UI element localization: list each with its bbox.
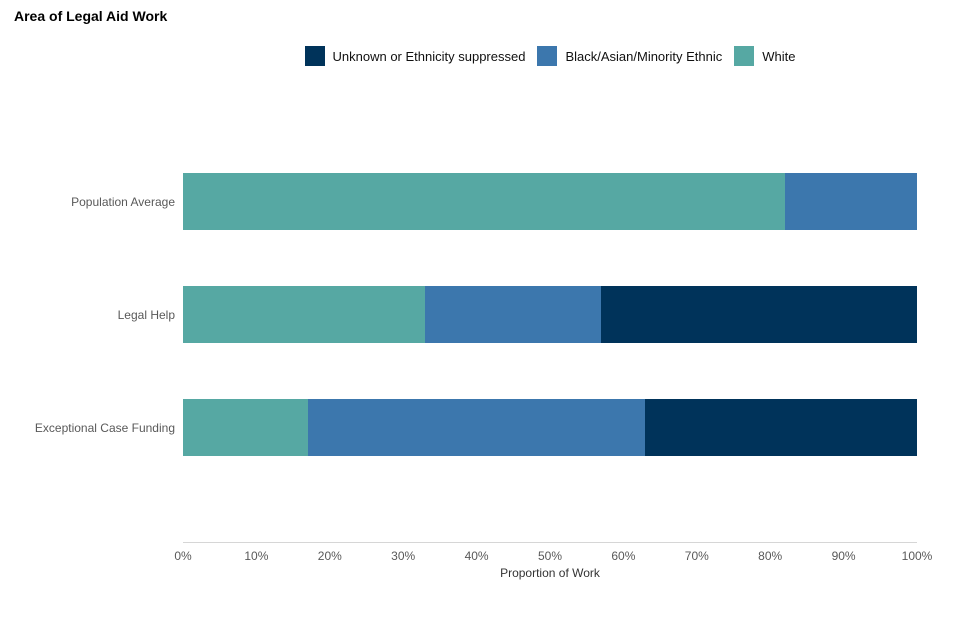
legend-label: Black/Asian/Minority Ethnic [565,48,723,64]
category-label: Exceptional Case Funding [34,420,175,435]
x-tick-label: 10% [244,549,269,563]
legend: Unknown or Ethnicity suppressed Black/Asi… [183,45,917,67]
bar-segment [425,286,602,343]
legend-swatch [537,46,558,66]
bar-segment [784,173,917,230]
bar-segment [183,173,785,230]
legend-item: White [734,46,795,66]
bar-segment [183,286,426,343]
bar-segment [601,286,917,343]
x-tick-label: 70% [684,549,709,563]
x-tick-label: 60% [611,549,636,563]
x-axis-line [183,542,917,543]
category-label: Population Average [71,194,175,209]
category-label: Legal Help [117,307,175,322]
x-tick-label: 30% [391,549,416,563]
x-tick-label: 0% [174,549,192,563]
bar-segment [645,399,917,456]
x-tick-label: 20% [317,549,342,563]
x-tick-label: 50% [537,549,563,563]
legend-swatch [304,46,325,66]
legend-item: Unknown or Ethnicity suppressed [304,46,526,66]
legend-label: Unknown or Ethnicity suppressed [332,48,526,64]
bar-segment [183,399,308,456]
bar-row [183,173,917,230]
x-tick-label: 80% [758,549,783,563]
bar-row [183,399,917,456]
x-tick-label: 100% [901,549,933,563]
chart-title: Area of Legal Aid Work [14,8,168,24]
legend-item: Black/Asian/Minority Ethnic [537,46,722,66]
legend-swatch [734,46,755,66]
bar-row [183,286,917,343]
x-tick-label: 90% [831,549,856,563]
bar-segment [307,399,646,456]
x-tick-label: 40% [464,549,489,563]
x-axis-title: Proportion of Work [500,566,600,580]
legend-label: White [762,48,796,64]
